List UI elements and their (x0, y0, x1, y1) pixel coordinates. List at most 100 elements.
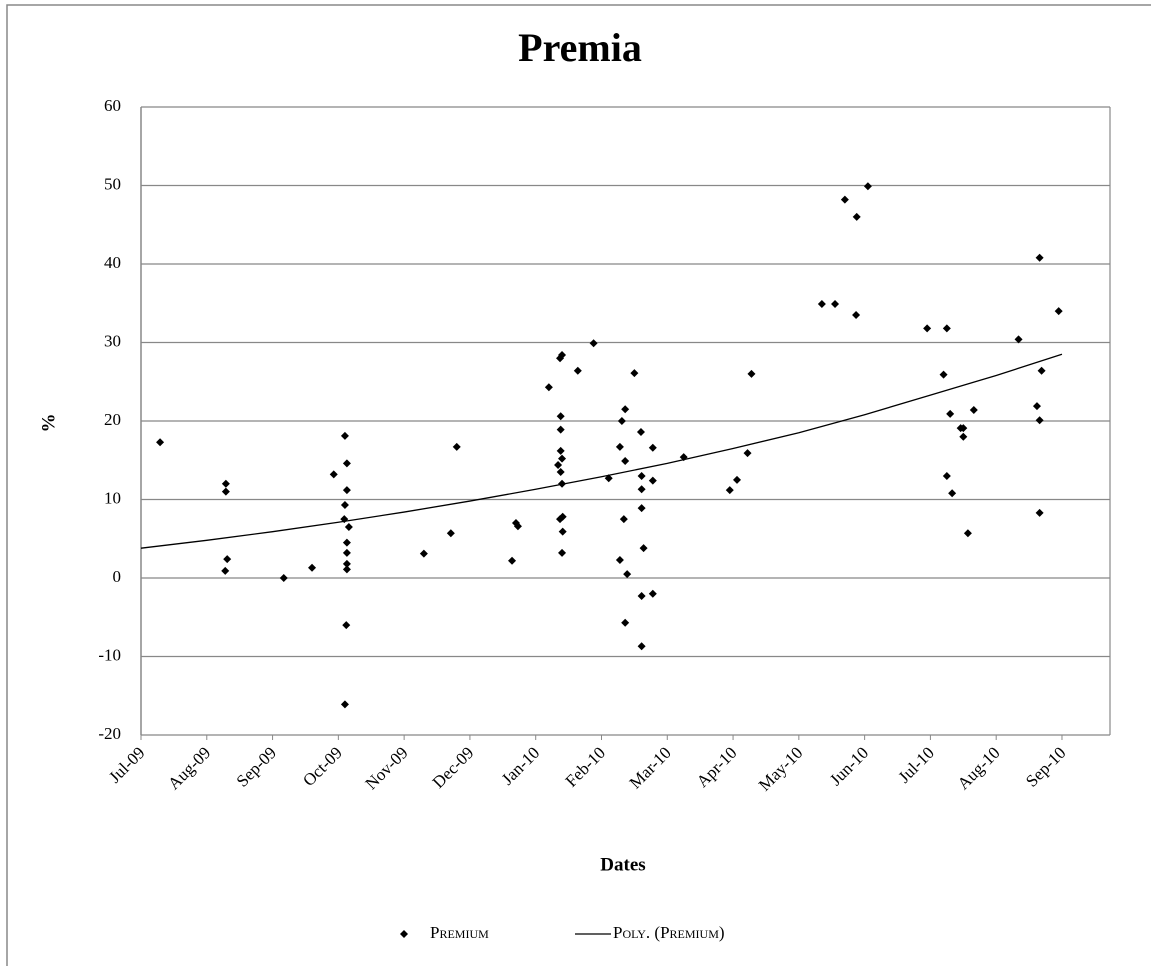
data-point (852, 212, 861, 221)
data-point (863, 182, 872, 191)
data-point (959, 424, 968, 433)
data-point (637, 642, 646, 651)
chart-title: Premia (518, 25, 642, 70)
data-point (617, 417, 626, 425)
data-point (636, 427, 645, 436)
data-point (340, 431, 349, 440)
data-point (556, 412, 565, 421)
data-point (558, 548, 567, 557)
x-tick-label: Dec-09 (429, 743, 478, 792)
legend-marker (400, 930, 408, 938)
x-tick-label: Oct-09 (299, 743, 346, 790)
y-tick-label: 20 (104, 410, 121, 429)
data-point (621, 405, 630, 414)
x-tick-label: May-10 (755, 743, 806, 794)
data-point (340, 700, 349, 709)
data-point (556, 425, 565, 434)
x-tick-label: Jan-10 (498, 743, 543, 788)
data-point (1032, 402, 1041, 411)
data-point (621, 618, 630, 627)
data-point (508, 556, 517, 565)
data-point (623, 570, 632, 579)
data-point (948, 489, 957, 498)
data-point (223, 555, 232, 564)
data-point (344, 522, 353, 531)
data-point (648, 443, 657, 452)
x-tick-label: Apr-10 (693, 743, 741, 791)
data-point (831, 300, 840, 309)
data-point (342, 538, 351, 547)
data-point (1035, 416, 1044, 425)
data-point (573, 366, 582, 375)
data-point (1035, 508, 1044, 517)
data-point (1014, 335, 1023, 344)
y-axis-title: % (38, 414, 59, 433)
data-point (923, 324, 932, 333)
data-point (942, 471, 951, 480)
y-tick-label: 10 (104, 488, 121, 507)
data-point (637, 485, 646, 494)
x-tick-label: Aug-09 (164, 743, 214, 793)
data-point (342, 621, 351, 630)
data-point (342, 459, 351, 468)
x-tick-label: Nov-09 (362, 743, 412, 793)
x-tick-label: Mar-10 (626, 743, 675, 792)
data-point (615, 555, 624, 564)
data-point (840, 195, 849, 204)
y-tick-label: 40 (104, 253, 121, 272)
y-tick-label: 30 (104, 331, 121, 350)
trend-line (140, 353, 1063, 549)
data-point (342, 486, 351, 495)
x-axis-title: Dates (600, 854, 645, 875)
data-point (946, 409, 955, 418)
data-point (558, 351, 567, 360)
data-point (648, 589, 657, 598)
x-tick-label: Jul-09 (105, 743, 148, 786)
y-tick-label: -20 (98, 724, 121, 743)
data-point (969, 406, 978, 415)
data-point (939, 370, 948, 379)
x-tick-label: Jun-10 (826, 743, 872, 789)
y-tick-label: 0 (113, 567, 122, 586)
data-point (1035, 253, 1044, 262)
data-point (556, 515, 565, 524)
x-tick-label: Aug-10 (954, 743, 1004, 793)
legend-label: Poly. (Premium) (613, 923, 725, 942)
data-point (221, 566, 230, 575)
x-tick-label: Sep-09 (233, 743, 280, 790)
data-point (556, 468, 565, 477)
x-tick-label: Feb-10 (562, 743, 609, 790)
data-point (637, 592, 646, 601)
data-point (340, 500, 349, 509)
data-point (446, 529, 455, 538)
data-point (621, 457, 630, 466)
legend-label: Premium (430, 923, 489, 942)
y-tick-label: 50 (104, 174, 121, 193)
data-point (221, 479, 230, 488)
data-point (342, 559, 351, 568)
data-point (452, 442, 461, 451)
data-point (747, 369, 756, 378)
data-point (279, 574, 288, 582)
data-point (852, 311, 861, 320)
data-point (1037, 366, 1046, 375)
data-point (942, 324, 951, 333)
data-point (743, 449, 752, 458)
data-point (619, 515, 628, 524)
data-point (329, 470, 338, 479)
data-point (221, 487, 230, 496)
data-point (558, 454, 567, 463)
data-point (556, 446, 565, 455)
data-point (615, 442, 624, 451)
y-tick-label: -10 (98, 645, 121, 664)
chart-border (6, 4, 1151, 966)
data-point (513, 522, 522, 531)
data-point (630, 369, 639, 378)
data-point (419, 549, 428, 558)
data-point (733, 475, 742, 484)
data-point (558, 527, 567, 536)
data-point (648, 476, 657, 485)
data-point (544, 383, 553, 392)
